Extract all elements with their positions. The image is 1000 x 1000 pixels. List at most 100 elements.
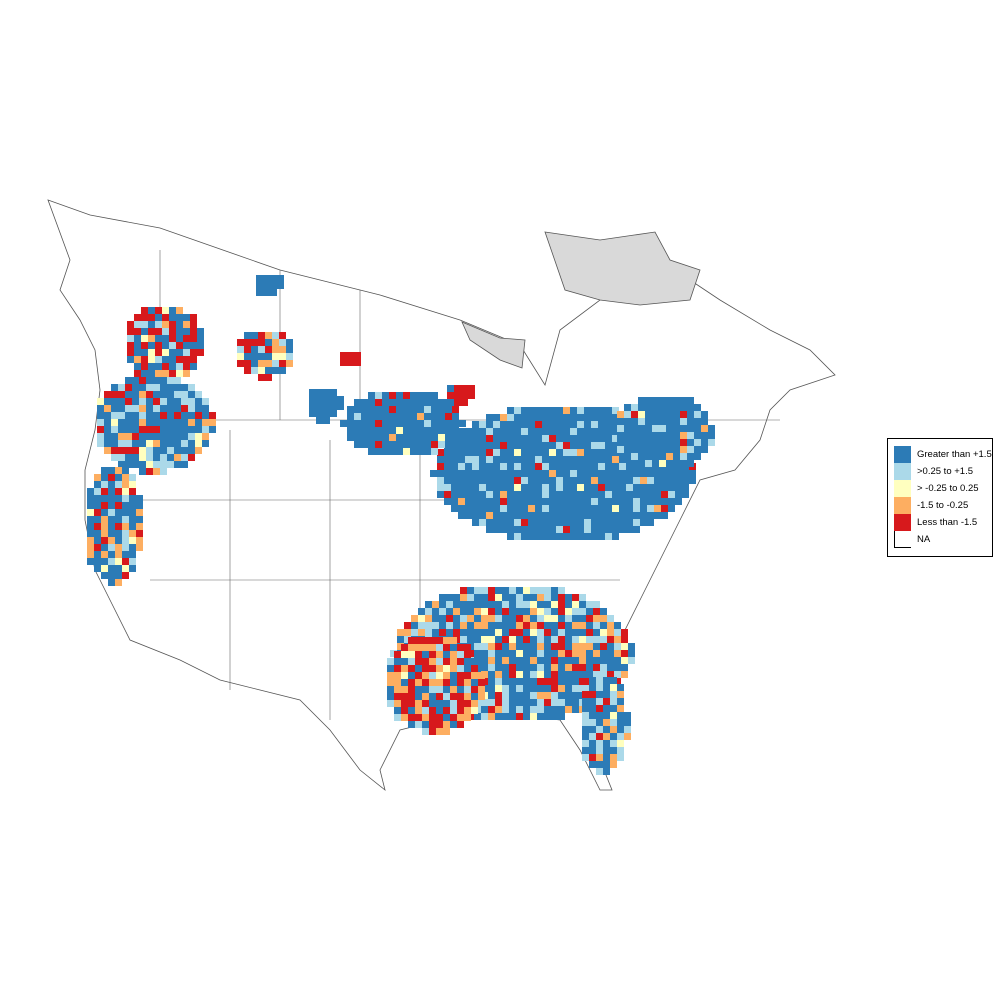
grid-cell [619,463,626,470]
grid-cell [582,733,589,740]
grid-cell [418,622,425,629]
grid-cell [136,537,143,544]
grid-cell [115,474,122,481]
grid-cell [535,498,542,505]
grid-cell [323,389,330,396]
grid-cell [694,446,701,453]
grid-cell [486,442,493,449]
grid-cell [418,608,425,615]
grid-cell [659,446,666,453]
grid-cell [446,629,453,636]
grid-cell [190,328,197,335]
grid-cell [97,419,104,426]
grid-cell [495,699,502,706]
grid-cell [591,484,598,491]
grid-cell [495,671,502,678]
grid-cell [528,414,535,421]
grid-cell [160,405,167,412]
legend-item-neg1-5-to-neg0-25: -1.5 to -0.25 [894,497,992,514]
grid-cell [495,622,502,629]
grid-cell [645,418,652,425]
grid-cell [104,447,111,454]
grid-cell [500,526,507,533]
grid-cell [537,685,544,692]
grid-cell [563,505,570,512]
grid-cell [500,463,507,470]
grid-cell [488,587,495,594]
grid-cell [445,434,452,441]
grid-cell [146,426,153,433]
grid-cell [481,706,488,713]
grid-cell [148,370,155,377]
grid-cell [612,491,619,498]
grid-cell [118,384,125,391]
grid-cell [443,700,450,707]
grid-cell [479,463,486,470]
grid-cell [118,391,125,398]
grid-cell [354,441,361,448]
grid-cell [101,474,108,481]
grid-cell [134,363,141,370]
grid-cell [181,398,188,405]
data-cells [87,275,715,775]
grid-cell [439,594,446,601]
grid-cell [586,629,593,636]
grid-cell [610,754,617,761]
grid-cell [549,442,556,449]
grid-cell [610,691,617,698]
grid-cell [596,726,603,733]
grid-cell [589,754,596,761]
grid-cell [422,721,429,728]
grid-cell [438,399,445,406]
grid-cell [668,498,675,505]
grid-cell [556,449,563,456]
grid-cell [502,713,509,720]
grid-cell [673,397,680,404]
grid-cell [481,636,488,643]
grid-cell [577,526,584,533]
grid-cell [458,505,465,512]
grid-cell [195,398,202,405]
grid-cell [621,657,628,664]
grid-cell [626,498,633,505]
grid-cell [160,468,167,475]
grid-cell [598,491,605,498]
grid-cell [556,512,563,519]
grid-cell [701,411,708,418]
legend-label: > -0.25 to 0.25 [917,483,979,494]
grid-cell [661,512,668,519]
grid-cell [682,477,689,484]
grid-cell [472,428,479,435]
grid-cell [570,435,577,442]
grid-cell [401,693,408,700]
grid-cell [500,519,507,526]
grid-cell [493,449,500,456]
grid-cell [507,484,514,491]
grid-cell [514,407,521,414]
grid-cell [619,491,626,498]
grid-cell [132,447,139,454]
grid-cell [640,470,647,477]
grid-cell [570,484,577,491]
grid-cell [425,601,432,608]
grid-cell [551,629,558,636]
grid-cell [270,289,277,296]
grid-cell [443,679,450,686]
grid-cell [361,413,368,420]
grid-cell [614,622,621,629]
grid-cell [396,392,403,399]
grid-cell [605,428,612,435]
grid-cell [617,705,624,712]
grid-cell [603,719,610,726]
grid-cell [680,418,687,425]
grid-cell [598,505,605,512]
grid-cell [607,671,614,678]
grid-cell [577,407,584,414]
grid-cell [516,706,523,713]
grid-cell [461,385,468,392]
grid-cell [403,392,410,399]
grid-cell [631,439,638,446]
grid-cell [549,421,556,428]
grid-cell [382,441,389,448]
